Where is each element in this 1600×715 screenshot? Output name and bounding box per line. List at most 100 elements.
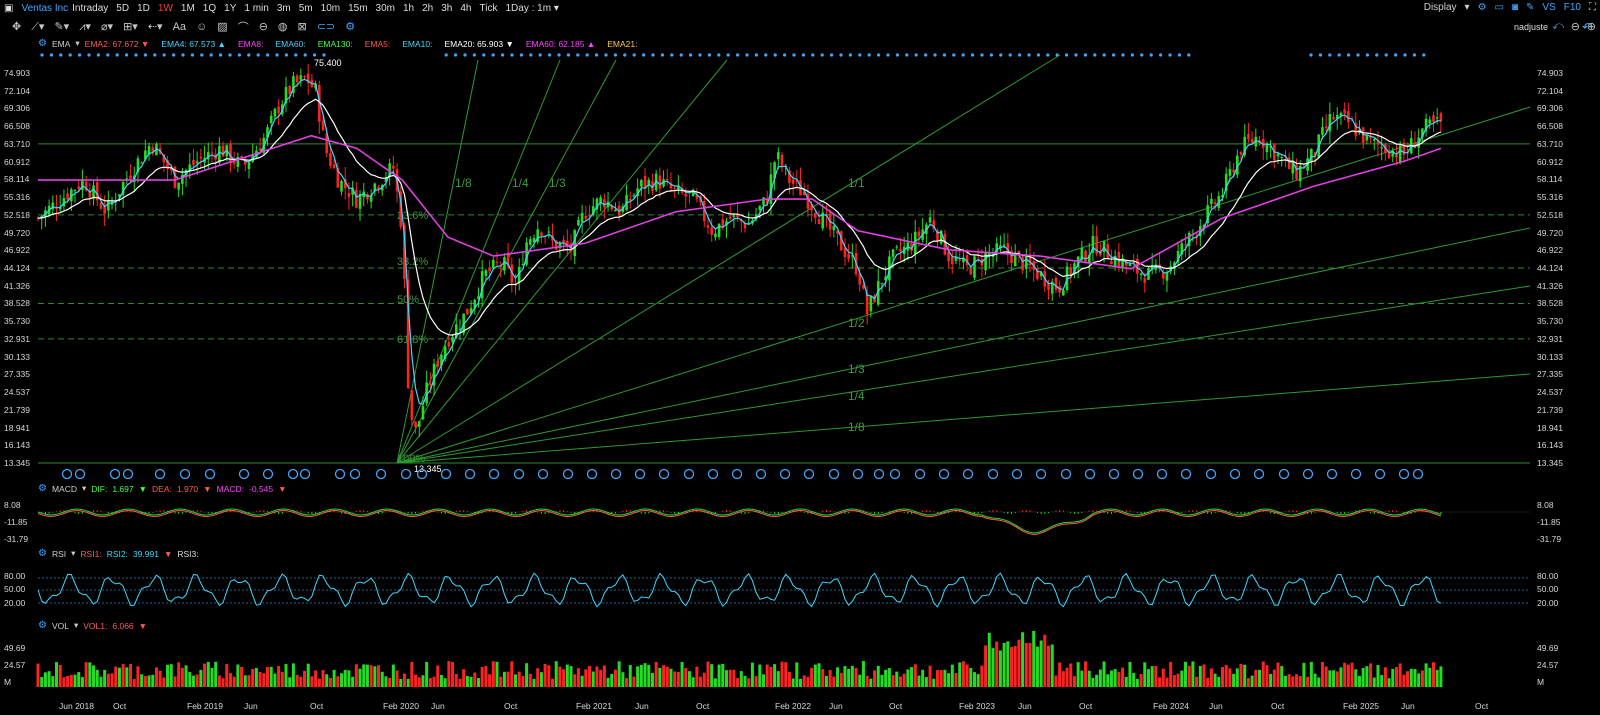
volume-bar: [565, 664, 569, 687]
event-icon: [1350, 468, 1362, 480]
volume-bar: [910, 667, 914, 687]
display-menu[interactable]: Display: [1423, 2, 1457, 13]
rsi-axis-label: 50.00: [4, 584, 26, 594]
display-dropdown-icon[interactable]: ▾: [1464, 2, 1470, 13]
move-icon[interactable]: ✥: [12, 21, 22, 33]
candle-body: [81, 179, 84, 191]
settings-tool-icon[interactable]: ⚙: [345, 21, 356, 33]
curve-tool-icon[interactable]: ⌒: [237, 21, 249, 34]
volume-bar: [1335, 671, 1339, 687]
period-tab-5[interactable]: 1Q: [202, 2, 217, 14]
volume-bar: [1135, 678, 1139, 687]
zoom-in-icon[interactable]: ⊕: [1586, 21, 1596, 33]
volume-bar: [121, 664, 125, 687]
volume-bar: [947, 673, 951, 687]
period-tab-3[interactable]: 1W: [157, 2, 173, 14]
volume-bar: [1387, 678, 1391, 687]
period-tab-14[interactable]: 2h: [422, 2, 434, 14]
candle-body: [195, 161, 199, 164]
period-tab-7[interactable]: 1 min: [244, 2, 269, 14]
period-tab-9[interactable]: 5m: [298, 2, 313, 14]
link-tool-icon[interactable]: ⊂⊃: [316, 21, 336, 33]
interval-select[interactable]: 1Day : 1m ▾: [505, 2, 559, 14]
period-tab-16[interactable]: 4h: [460, 2, 472, 14]
period-tab-2[interactable]: 1D: [137, 2, 150, 14]
vol-dropdown-icon[interactable]: ▾: [73, 620, 79, 630]
expand-icon[interactable]: ⛶: [1589, 2, 1596, 13]
event-dot: [1422, 53, 1426, 57]
magnet-icon[interactable]: ⌀▾: [100, 21, 114, 33]
period-tab-17[interactable]: Tick: [479, 2, 498, 14]
candle-body: [614, 209, 617, 212]
circle-tool-icon[interactable]: ⊖: [258, 21, 268, 33]
image-tool-icon[interactable]: ▨: [217, 21, 228, 33]
volume-bar: [236, 664, 240, 687]
period-tab-10[interactable]: 10m: [320, 2, 341, 14]
vol-axis-label: 49.69: [1537, 643, 1559, 653]
volume-bar: [225, 664, 229, 687]
lock-tool-icon[interactable]: ⊠: [297, 21, 307, 33]
vol-settings-icon[interactable]: ⚙: [38, 620, 47, 631]
event-dot: [895, 53, 900, 57]
measure-icon[interactable]: ⊞▾: [123, 21, 138, 33]
event-icon: [938, 468, 950, 480]
vs-button[interactable]: VS: [1542, 2, 1556, 13]
period-tab-15[interactable]: 3h: [441, 2, 453, 14]
volume-bar: [750, 662, 754, 687]
eye-tool-icon[interactable]: ◍: [277, 21, 288, 33]
event-dot: [792, 53, 796, 57]
macd-settings-icon[interactable]: ⚙: [38, 483, 47, 494]
fib-label: 23.6%: [397, 210, 428, 222]
candle-body: [547, 231, 551, 233]
pen-tool-icon[interactable]: ✎▾: [54, 21, 70, 33]
settings-icon[interactable]: ⚙: [1477, 2, 1487, 13]
candle-body: [558, 243, 562, 248]
volume-bar: [1380, 675, 1384, 687]
period-tab-11[interactable]: 15m: [348, 2, 368, 14]
ema-dropdown-icon[interactable]: ▾: [75, 38, 80, 48]
camera-icon[interactable]: ◙: [1511, 2, 1519, 13]
ema-settings-icon[interactable]: ⚙: [38, 38, 47, 49]
event-dot: [858, 53, 862, 57]
app-title[interactable]: Ventas Inc: [21, 2, 69, 14]
event-dot: [820, 53, 824, 57]
period-tab-13[interactable]: 1h: [403, 2, 415, 14]
f10-button[interactable]: F10: [1563, 2, 1581, 13]
period-tab-12[interactable]: 30m: [375, 2, 395, 14]
arrow-tool-icon[interactable]: ⇠▾: [147, 21, 163, 33]
period-tab-6[interactable]: 1Y: [224, 2, 237, 14]
period-tab-8[interactable]: 3m: [276, 2, 291, 14]
price-axis-label: 38.528: [4, 298, 30, 309]
line-tool-icon[interactable]: ⟋▾: [31, 20, 45, 33]
event-dot: [181, 53, 185, 57]
pen-icon[interactable]: ✎: [1526, 2, 1535, 13]
back-icon[interactable]: ↶: [1581, 20, 1592, 34]
rsi-dropdown-icon[interactable]: ▾: [71, 548, 76, 558]
price-axis-label: 44.124: [4, 263, 30, 273]
event-dot: [284, 53, 288, 57]
candle-body: [184, 170, 188, 176]
emoji-tool-icon[interactable]: ☺: [196, 20, 208, 33]
period-tab-0[interactable]: Intraday: [72, 2, 109, 14]
volume-bar: [684, 667, 688, 687]
text-tool-icon[interactable]: Aa: [172, 20, 187, 33]
time-axis-label: Jun: [829, 701, 843, 711]
ema-fast-line: [37, 78, 1441, 406]
candle-body: [125, 178, 129, 180]
candle-body: [107, 200, 110, 211]
period-tab-1[interactable]: 5D: [116, 2, 130, 14]
macd-dropdown-icon[interactable]: ▾: [82, 483, 87, 493]
event-icon: [634, 468, 646, 480]
zoom-out-icon[interactable]: ⊖: [1570, 21, 1580, 33]
period-tab-4[interactable]: 1M: [180, 2, 195, 14]
volume-bar: [1028, 643, 1032, 687]
fan-label: 1/8: [848, 420, 865, 434]
window-icon: ▣: [4, 2, 14, 14]
window-icon-2[interactable]: ▭: [1494, 2, 1504, 13]
price-axis-label: 74.903: [4, 68, 30, 78]
undo-icon[interactable]: ⤺: [1552, 20, 1564, 32]
trend-tool-icon[interactable]: ⩘▾: [79, 20, 91, 33]
rsi-settings-icon[interactable]: ⚙: [38, 548, 47, 559]
vol1-name: VOL1:: [83, 620, 108, 631]
